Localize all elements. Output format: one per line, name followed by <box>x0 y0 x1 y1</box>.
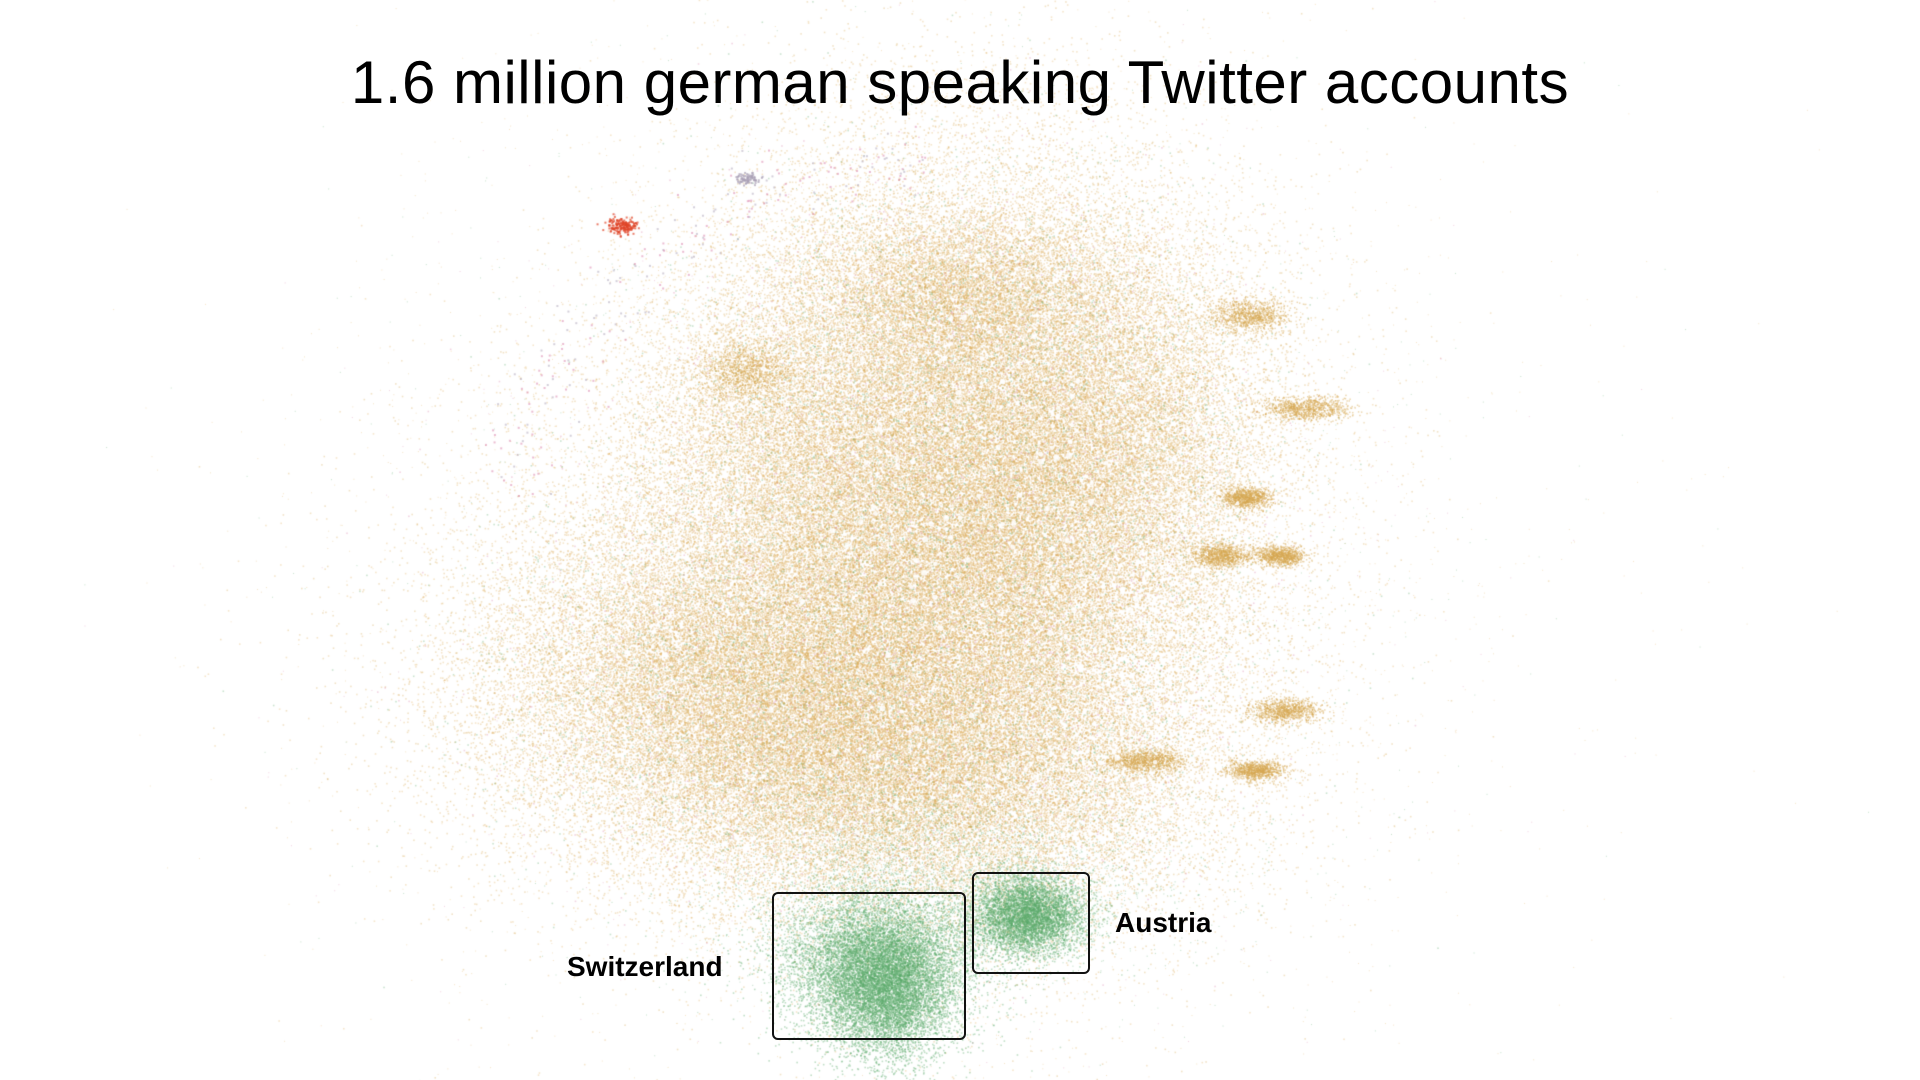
austria-label: Austria <box>1115 907 1212 938</box>
switzerland-highlight-box <box>772 892 966 1040</box>
switzerland-label: Switzerland <box>567 951 723 982</box>
austria-highlight-box <box>972 872 1090 974</box>
slide-title: 1.6 million german speaking Twitter acco… <box>350 49 1570 116</box>
